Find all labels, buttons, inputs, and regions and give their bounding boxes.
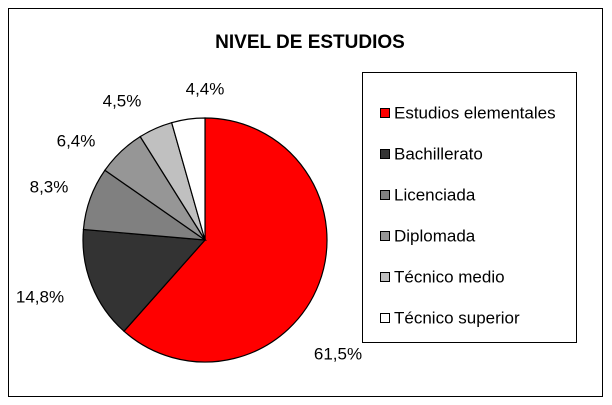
legend-swatch [380, 272, 390, 282]
legend-label: Técnico medio [394, 267, 505, 286]
data-label: 6,4% [57, 131, 96, 150]
legend-swatch [380, 149, 390, 159]
legend-swatch [380, 313, 390, 323]
chart-title: NIVEL DE ESTUDIOS [215, 32, 405, 53]
data-label: 8,3% [30, 177, 69, 196]
data-label: 61,5% [314, 344, 362, 363]
legend-label: Licenciada [394, 185, 476, 204]
legend-swatch [380, 108, 390, 118]
pie-slice [82, 228, 207, 333]
legend-label: Técnico superior [394, 308, 520, 327]
data-label: 4,5% [103, 91, 142, 110]
data-label: 4,4% [186, 79, 225, 98]
pie-slice [170, 117, 206, 241]
legend-box [362, 72, 577, 343]
legend-label: Estudios elementales [394, 103, 556, 122]
legend-swatch [380, 190, 390, 200]
legend-label: Diplomada [394, 226, 476, 245]
legend-label: Bachillerato [394, 144, 483, 163]
legend-swatch [380, 231, 390, 241]
pie-slice [123, 117, 328, 363]
data-label: 14,8% [16, 287, 64, 306]
